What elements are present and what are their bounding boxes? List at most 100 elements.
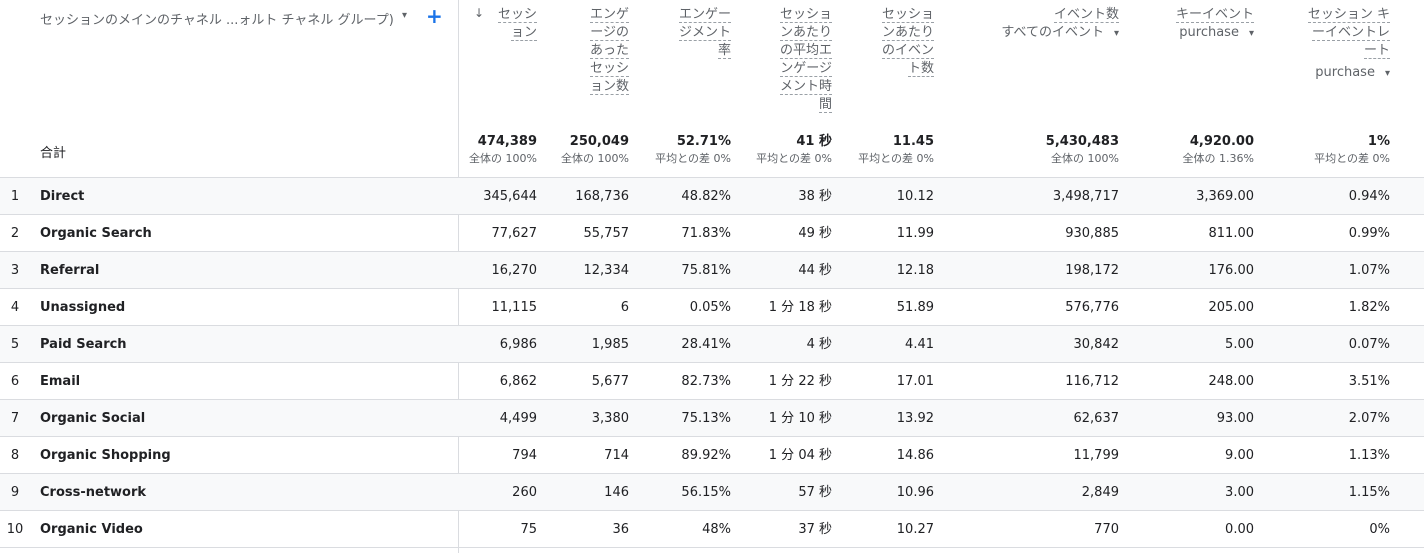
cell-avg_engagement_time: 38 秒 [798,189,832,204]
cell-engaged: 36 [612,522,629,537]
cell-engaged: 3,380 [591,411,629,426]
column-header-text: ョン [510,25,537,41]
column-header-text: ョン数 [589,79,629,95]
channel-name[interactable]: Organic Social [40,411,146,426]
table-row[interactable]: 6 Email 6,862 5,677 82.73% 1 分 22 秒 17.01 116,7… [0,363,1424,400]
total-event_count: 5,430,483 全体の 100% [979,133,1119,167]
add-dimension-icon[interactable]: + [426,4,443,28]
column-header-text: ート [1363,43,1390,59]
column-header-events_per_session[interactable]: セッショ ンあたり のイベン ト数 [854,6,934,78]
channel-name[interactable]: Referral [40,263,100,278]
cell-session_key_event_rate: 1.15% [1348,485,1390,500]
cell-session_key_event_rate: 1.07% [1348,263,1390,278]
total-key_events: 4,920.00 全体の 1.36% [1114,133,1254,167]
cell-session_key_event_rate: 3.51% [1348,374,1390,389]
chevron-down-icon[interactable]: ▾ [1248,28,1254,39]
cell-sessions: 75 [520,522,537,537]
table-row[interactable]: 8 Organic Shopping 794 714 89.92% 1 分 04 秒 14.… [0,437,1424,474]
cell-engagement_rate: 48.82% [681,189,731,204]
table-row[interactable]: 1 Direct 345,644 168,736 48.82% 38 秒 10.12 3,49… [0,178,1424,215]
column-event-select[interactable]: purchase ▾ [1280,64,1390,83]
total-value: 250,049 [569,134,629,149]
event-select-label: purchase [1179,25,1239,40]
cell-engaged: 55,757 [583,226,630,241]
cell-key_events: 9.00 [1225,448,1254,463]
chevron-down-icon[interactable]: ▾ [1384,68,1390,79]
row-index: 2 [10,226,20,241]
channel-name[interactable]: Unassigned [40,300,126,315]
table-row[interactable]: 7 Organic Social 4,499 3,380 75.13% 1 分 10 秒 1… [0,400,1424,437]
cell-engagement_rate: 71.83% [681,226,731,241]
cell-avg_engagement_time: 1 分 18 秒 [768,300,832,315]
cell-engagement_rate: 75.81% [681,263,731,278]
cell-event_count: 770 [1094,522,1119,537]
row-divider [0,399,1424,400]
cell-sessions: 77,627 [491,226,538,241]
column-header-text: エンゲー [678,7,731,23]
channel-name[interactable]: Direct [40,189,85,204]
row-index: 4 [10,300,20,315]
channel-name[interactable]: Cross-network [40,485,147,500]
cell-session_key_event_rate: 1.82% [1348,300,1390,315]
channel-name[interactable]: Organic Video [40,522,143,537]
cell-engagement_rate: 56.15% [681,485,731,500]
column-header-text: セッショ [881,7,934,23]
chevron-down-icon[interactable]: ▾ [1113,28,1119,39]
cell-sessions: 6,986 [499,337,537,352]
cell-events_per_session: 11.99 [896,226,934,241]
column-event-select[interactable]: すべてのイベント ▾ [959,24,1119,43]
row-divider [0,325,1424,326]
cell-engagement_rate: 0.05% [689,300,731,315]
total-value: 41 秒 [796,134,832,149]
cell-event_count: 11,799 [1073,448,1120,463]
cell-key_events: 248.00 [1208,374,1255,389]
cell-avg_engagement_time: 57 秒 [798,485,832,500]
table-row[interactable]: 4 Unassigned 11,115 6 0.05% 1 分 18 秒 51.89 576,… [0,289,1424,326]
cell-sessions: 11,115 [491,300,538,315]
cell-engagement_rate: 82.73% [681,374,731,389]
sort-descending-icon[interactable]: ↓ [474,6,485,20]
table-row[interactable]: 9 Cross-network 260 146 56.15% 57 秒 10.96 2,849… [0,474,1424,511]
column-header-text: 間 [818,97,832,113]
cell-session_key_event_rate: 0.99% [1348,226,1390,241]
table-row[interactable]: 10 Organic Video 75 36 48% 37 秒 10.27 770 0.00 0% [0,511,1424,548]
column-header-sessions[interactable]: セッシ ョン [477,6,537,42]
total-value: 4,920.00 [1189,134,1254,149]
column-header-text: メント時 [779,79,832,95]
total-value: 11.45 [892,134,934,149]
cell-events_per_session: 4.41 [905,337,934,352]
dimension-header[interactable]: セッションのメインのチャネル ...ォルト チャネル グループ) ▾ + [40,4,460,28]
cell-key_events: 93.00 [1216,411,1254,426]
chevron-down-icon[interactable]: ▾ [402,10,408,21]
column-event-select[interactable]: purchase ▾ [1144,24,1254,43]
column-header-event_count[interactable]: イベント数 すべてのイベント ▾ [959,6,1119,43]
table-row[interactable]: 3 Referral 16,270 12,334 75.81% 44 秒 12.18 198,… [0,252,1424,289]
cell-engaged: 146 [604,485,629,500]
cell-sessions: 345,644 [483,189,537,204]
total-sessions: 474,389 全体の 100% [397,133,537,167]
column-header-engaged[interactable]: エンゲ ージの あった セッシ ョン数 [569,6,629,96]
cell-engaged: 5,677 [591,374,629,389]
column-header-engagement_rate[interactable]: エンゲー ジメント率 [651,6,731,60]
channel-name[interactable]: Paid Search [40,337,127,352]
cell-avg_engagement_time: 1 分 10 秒 [768,411,832,426]
channel-name[interactable]: Organic Search [40,226,152,241]
total-subtext: 平均との差 0% [756,152,832,165]
row-index: 1 [10,189,20,204]
channel-name[interactable]: Email [40,374,81,389]
cell-events_per_session: 13.92 [896,411,934,426]
cell-sessions: 16,270 [491,263,538,278]
total-session_key_event_rate: 1% 平均との差 0% [1250,133,1390,167]
cell-engaged: 714 [604,448,629,463]
row-index: 5 [10,337,20,352]
table-row[interactable]: 2 Organic Search 77,627 55,757 71.83% 49 秒 11.… [0,215,1424,252]
cell-events_per_session: 10.12 [896,189,934,204]
column-header-avg_engagement_time[interactable]: セッショ ンあたり の平均エ ンゲージ メント時間 [752,6,832,114]
channel-name[interactable]: Organic Shopping [40,448,171,463]
table-row[interactable]: 5 Paid Search 6,986 1,985 28.41% 4 秒 4.41 30,84… [0,326,1424,363]
cell-event_count: 3,498,717 [1052,189,1119,204]
total-subtext: 全体の 1.36% [1182,152,1254,165]
column-header-key_events[interactable]: キーイベント purchase ▾ [1144,6,1254,43]
cell-key_events: 176.00 [1208,263,1255,278]
column-header-session_key_event_rate[interactable]: セッション キーイベントレ ート purchase ▾ [1280,6,1390,83]
